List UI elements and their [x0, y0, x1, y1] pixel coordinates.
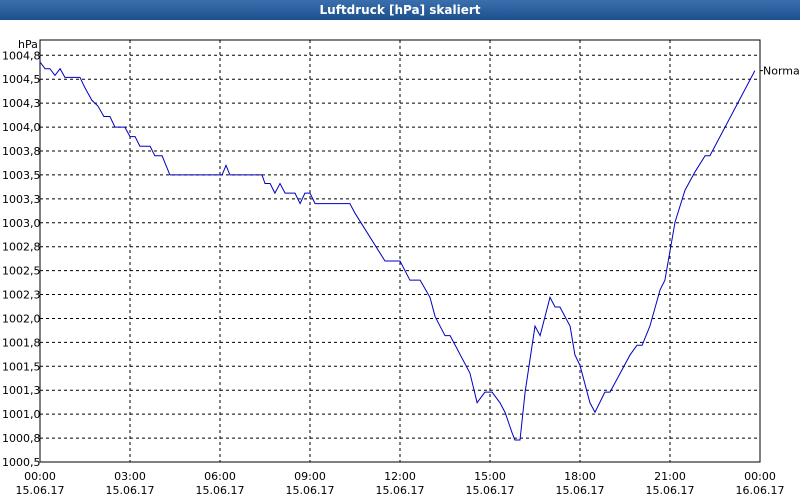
y-axis-label: hPa: [18, 38, 38, 51]
y-tick-label: 1001,3: [2, 384, 41, 397]
y-tick-label: 1002,0: [2, 312, 41, 325]
x-tick-date: 15.06.17: [286, 484, 335, 497]
y-tick-label: 1002,8: [2, 241, 41, 254]
y-tick-label: 1004,3: [2, 97, 41, 110]
y-tick-label: 1002,3: [2, 289, 41, 302]
x-tick-date: 15.06.17: [106, 484, 155, 497]
y-tick-label: 1003,8: [2, 145, 41, 158]
plot-frame: [39, 39, 761, 463]
x-tick-date: 15.06.17: [376, 484, 425, 497]
y-tick-label: 1004,0: [2, 121, 41, 134]
y-tick-label: 1003,3: [2, 193, 41, 206]
y-tick-label: 1003,0: [2, 217, 41, 230]
x-tick-date: 15.06.17: [466, 484, 515, 497]
y-tick-label: 1003,5: [2, 169, 41, 182]
x-tick-date: 15.06.17: [196, 484, 245, 497]
x-tick-label: 15:00: [474, 470, 506, 483]
x-tick-label: 00:00: [744, 470, 776, 483]
x-tick-date: 15.06.17: [16, 484, 65, 497]
x-tick-label: 00:00: [24, 470, 56, 483]
y-tick-label: 1001,5: [2, 360, 41, 373]
y-tick-label: 1000,5: [2, 456, 41, 469]
x-tick-label: 18:00: [564, 470, 596, 483]
x-tick-date: 16.06.17: [736, 484, 785, 497]
y-tick-label: 1001,0: [2, 408, 41, 421]
x-tick-label: 03:00: [114, 470, 146, 483]
y-tick-label: 1002,5: [2, 265, 41, 278]
y-tick-label: 1000,8: [2, 432, 41, 445]
chart-title: Luftdruck [hPa] skaliert: [320, 3, 481, 17]
y-tick-label: 1004,8: [2, 49, 41, 62]
x-tick-label: 09:00: [294, 470, 326, 483]
x-tick-label: 21:00: [654, 470, 686, 483]
y-tick-label: 1001,8: [2, 336, 41, 349]
title-bar: [0, 0, 800, 20]
line-series: [39, 61, 756, 441]
x-tick-label: 12:00: [384, 470, 416, 483]
x-tick-date: 15.06.17: [646, 484, 695, 497]
series-label: Normal: [763, 65, 800, 78]
y-tick-label: 1004,5: [2, 73, 41, 86]
x-tick-date: 15.06.17: [556, 484, 605, 497]
x-tick-label: 06:00: [204, 470, 236, 483]
